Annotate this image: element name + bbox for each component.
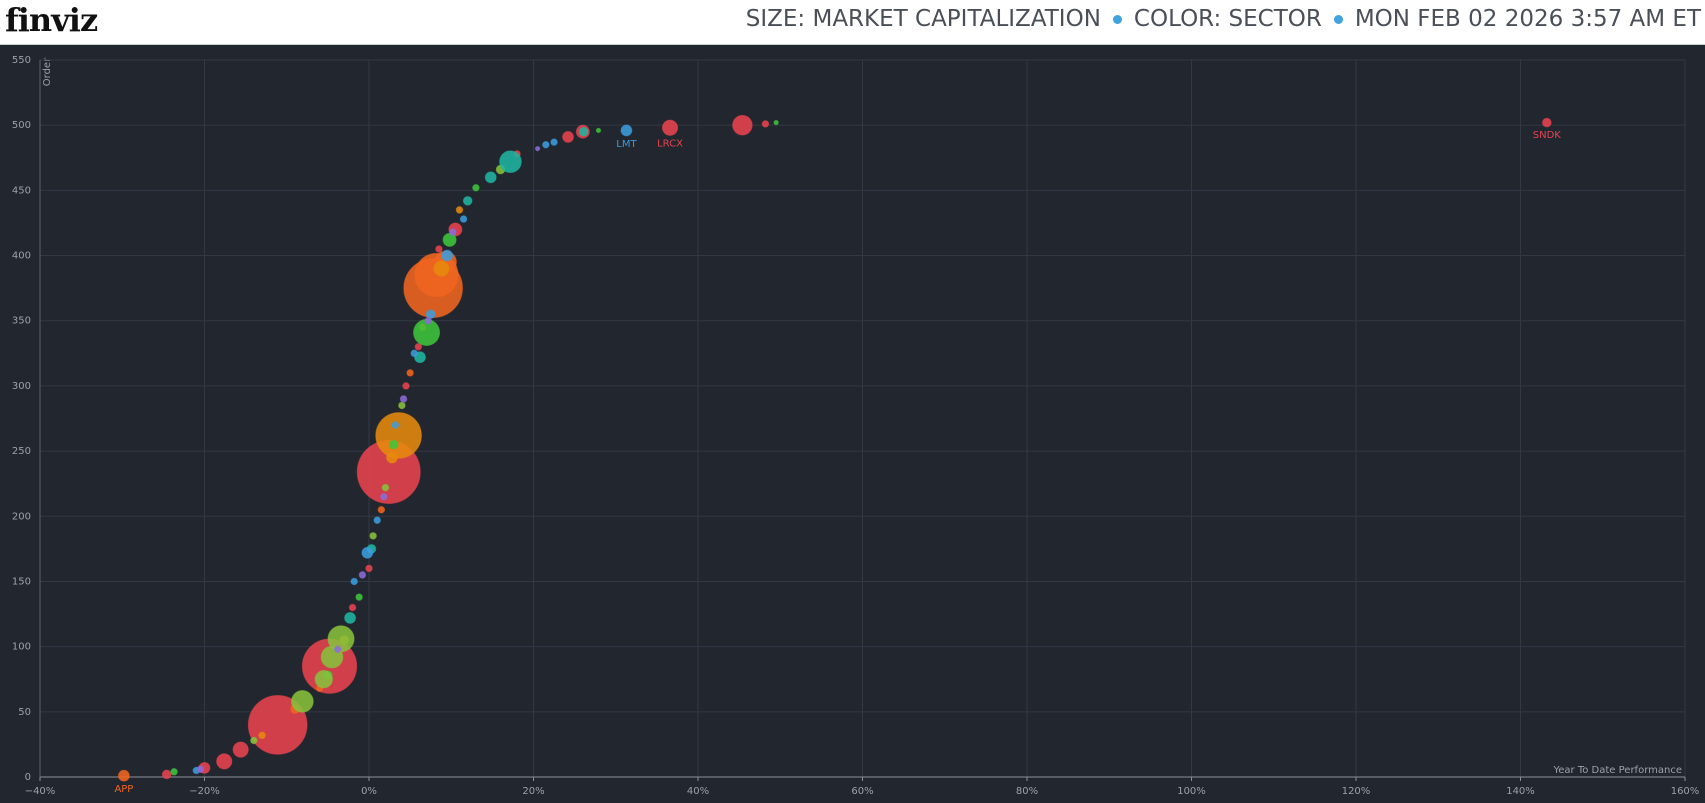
bubble xyxy=(773,119,779,126)
bubble xyxy=(375,412,422,459)
bubble xyxy=(258,731,266,740)
bubble xyxy=(441,249,454,262)
bubble xyxy=(358,571,367,579)
y-tick-label: 150 xyxy=(12,576,31,587)
bubble xyxy=(388,439,399,450)
bubble xyxy=(170,768,178,776)
y-axis-title: Order xyxy=(42,57,53,86)
bubble xyxy=(414,343,423,351)
bubble xyxy=(369,532,377,540)
bubble xyxy=(595,127,602,134)
x-tick-label: 100% xyxy=(1177,786,1206,797)
bubble xyxy=(333,645,342,654)
y-tick-label: 50 xyxy=(18,707,31,718)
bubble xyxy=(542,140,550,149)
bubble xyxy=(350,577,358,586)
bubble xyxy=(424,316,432,325)
bubble xyxy=(250,736,258,745)
logo[interactable]: finviz xyxy=(5,1,98,39)
bubble xyxy=(117,769,130,782)
bubble xyxy=(386,451,398,464)
bubble xyxy=(484,171,497,184)
info-size: SIZE: MARKET CAPITALIZATION xyxy=(745,6,1101,32)
bubble xyxy=(578,126,589,137)
x-tick-label: −20% xyxy=(189,786,220,797)
x-tick-label: 40% xyxy=(687,786,709,797)
bubble xyxy=(410,349,418,358)
bubble xyxy=(381,483,390,492)
x-tick-label: 80% xyxy=(1016,786,1038,797)
y-tick-label: 450 xyxy=(12,185,31,196)
x-tick-label: 160% xyxy=(1671,786,1700,797)
bubble xyxy=(361,546,374,559)
y-tick-label: 100 xyxy=(12,642,31,653)
bubble xyxy=(216,753,233,770)
bubble xyxy=(373,516,381,524)
bubble xyxy=(462,195,473,206)
chart-info: SIZE: MARKET CAPITALIZATION COLOR: SECTOR… xyxy=(746,6,1701,32)
bubble xyxy=(291,690,314,713)
separator xyxy=(1112,15,1122,24)
bubble xyxy=(761,120,770,128)
bubble xyxy=(433,260,450,277)
bubble xyxy=(534,145,541,152)
bubble xyxy=(365,564,373,573)
bubble xyxy=(355,593,363,601)
bubble xyxy=(499,150,522,174)
bubble xyxy=(402,382,410,390)
ticker-label: LRCX xyxy=(657,138,683,149)
bubble xyxy=(435,245,443,253)
ticker-label: LMT xyxy=(616,139,637,150)
ticker-label: APP xyxy=(114,784,133,795)
bubble xyxy=(459,215,468,223)
y-tick-label: 250 xyxy=(12,446,31,457)
bubble xyxy=(344,612,357,624)
bubble xyxy=(348,603,357,612)
bubble xyxy=(196,765,205,773)
x-tick-label: 120% xyxy=(1342,786,1371,797)
y-tick-label: 200 xyxy=(12,511,31,522)
bubble xyxy=(380,492,388,501)
x-tick-label: 0% xyxy=(361,786,377,797)
bubble xyxy=(472,183,480,192)
bubble xyxy=(161,769,172,780)
y-tick-label: 500 xyxy=(12,120,31,131)
bubble xyxy=(449,228,457,236)
bubble xyxy=(406,369,414,377)
bubble xyxy=(620,124,633,137)
bubble xyxy=(661,119,679,136)
bubble xyxy=(398,401,406,410)
y-tick-label: 550 xyxy=(12,55,31,66)
bubble xyxy=(377,505,386,514)
header: finviz SIZE: MARKET CAPITALIZATION COLOR:… xyxy=(0,0,1705,45)
bubble xyxy=(314,670,333,689)
bubble xyxy=(455,206,464,214)
separator xyxy=(1333,15,1343,24)
bubble xyxy=(732,114,753,136)
bubble xyxy=(550,138,558,146)
x-axis-title: Year To Date Performance xyxy=(1552,765,1682,776)
ticker-label: SNDK xyxy=(1533,130,1562,141)
bubble xyxy=(232,741,249,758)
y-tick-label: 0 xyxy=(25,772,31,783)
info-color: COLOR: SECTOR xyxy=(1133,6,1322,32)
y-tick-label: 400 xyxy=(12,251,31,262)
x-tick-label: 20% xyxy=(522,786,544,797)
bubble xyxy=(1541,117,1552,128)
bubble xyxy=(562,130,574,143)
y-tick-label: 300 xyxy=(12,381,31,392)
x-tick-label: 60% xyxy=(851,786,873,797)
bubble xyxy=(391,421,400,429)
x-tick-label: 140% xyxy=(1506,786,1535,797)
x-tick-label: −40% xyxy=(25,786,56,797)
bubble xyxy=(399,395,408,403)
info-date: MON FEB 02 2026 3:57 AM ET xyxy=(1354,6,1701,32)
y-tick-label: 350 xyxy=(12,316,31,327)
